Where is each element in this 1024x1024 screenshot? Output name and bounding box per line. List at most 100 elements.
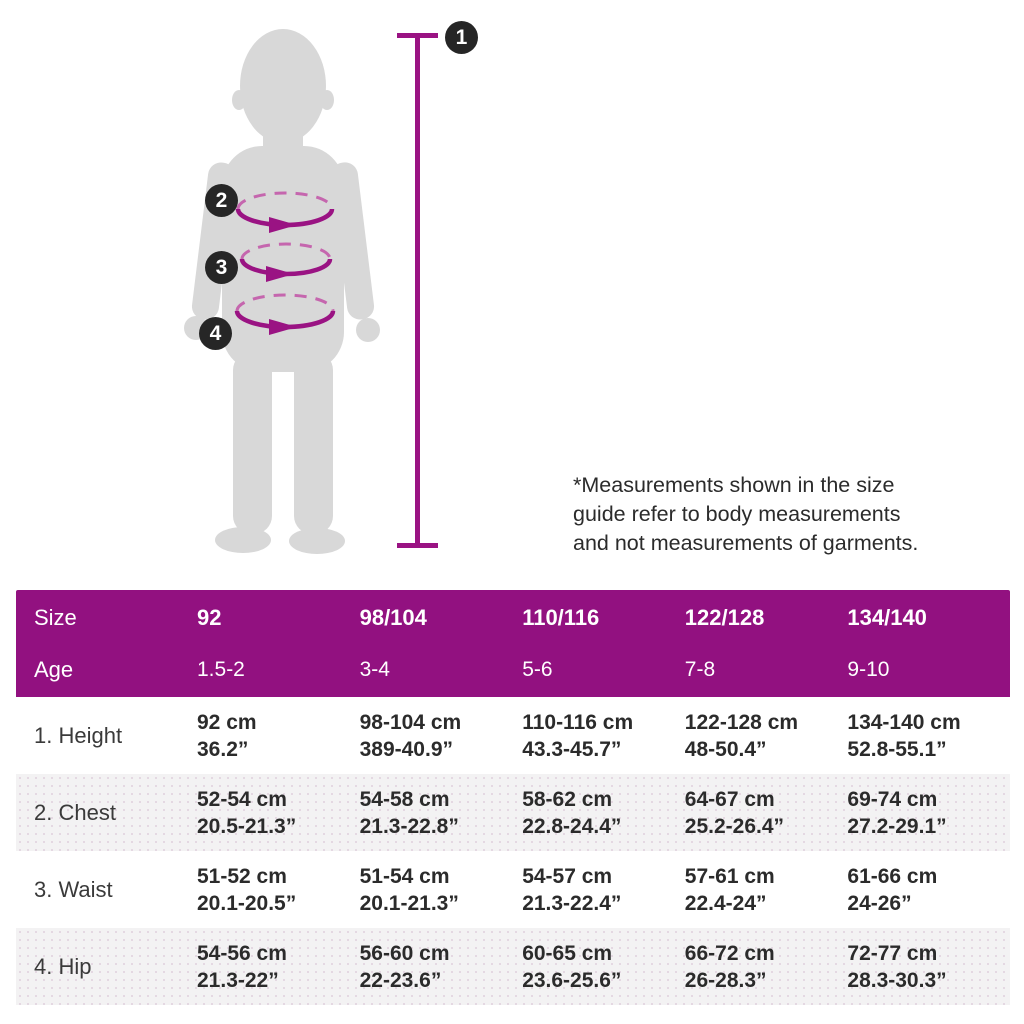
table-cell: 58-62 cm 22.8-24.4” — [522, 786, 685, 840]
value-cm: 92 cm — [197, 710, 257, 734]
table-cell: 51-52 cm 20.1-20.5” — [197, 863, 360, 917]
table-cell: 61-66 cm 24-26” — [847, 863, 1010, 917]
value-inch: 22.8-24.4” — [522, 814, 622, 838]
table-row-height: 1. Height 92 cm 36.2” 98-104 cm 389-40.9… — [16, 697, 1010, 774]
table-cell: 122-128 cm 48-50.4” — [685, 709, 848, 763]
table-cell: 64-67 cm 25.2-26.4” — [685, 786, 848, 840]
measurement-figure: 1 2 3 4 — [0, 0, 560, 580]
value-cm: 56-60 cm — [359, 941, 450, 965]
chest-measure-ellipse — [235, 191, 335, 233]
table-cell: 110-116 cm 43.3-45.7” — [522, 709, 685, 763]
table-cell: 69-74 cm 27.2-29.1” — [847, 786, 1010, 840]
value-cm: 51-54 cm — [359, 864, 450, 888]
waist-measure-ellipse — [239, 242, 333, 282]
age-column-header: 1.5-2 — [197, 658, 245, 681]
table-cell: 60-65 cm 23.6-25.6” — [522, 940, 685, 994]
size-table: Size 92 98/104 110/116 122/128 134/140 A… — [16, 590, 1010, 1005]
value-inch: 27.2-29.1” — [847, 814, 947, 838]
size-column-header: 134/140 — [847, 605, 927, 630]
value-cm: 69-74 cm — [847, 787, 938, 811]
value-inch: 23.6-25.6” — [522, 968, 622, 992]
size-header-label: Size — [34, 605, 77, 630]
value-cm: 122-128 cm — [684, 710, 799, 734]
value-inch: 43.3-45.7” — [522, 737, 622, 761]
marker-1-badge: 1 — [445, 21, 478, 54]
value-cm: 54-57 cm — [522, 864, 613, 888]
age-column-header: 7-8 — [684, 658, 716, 681]
row-label: 4. Hip — [34, 953, 92, 979]
measurement-note: *Measurements shown in the size guide re… — [573, 471, 963, 558]
value-cm: 51-52 cm — [197, 864, 287, 888]
note-line: guide refer to body measurements — [573, 502, 901, 526]
marker-2-badge: 2 — [205, 184, 238, 217]
hip-measure-ellipse — [234, 293, 336, 335]
table-cell: 72-77 cm 28.3-30.3” — [847, 940, 1010, 994]
table-cell: 54-56 cm 21.3-22” — [197, 940, 360, 994]
value-cm: 54-56 cm — [197, 941, 287, 965]
value-cm: 98-104 cm — [359, 710, 462, 734]
value-cm: 58-62 cm — [522, 787, 613, 811]
value-inch: 26-28.3” — [684, 968, 767, 992]
value-cm: 57-61 cm — [684, 864, 775, 888]
table-row-hip: 4. Hip 54-56 cm 21.3-22” 56-60 cm 22-23.… — [16, 928, 1010, 1005]
size-column-header: 92 — [197, 605, 222, 630]
table-cell: 134-140 cm 52.8-55.1” — [847, 709, 1010, 763]
value-inch: 36.2” — [197, 737, 249, 761]
value-inch: 52.8-55.1” — [847, 737, 947, 761]
table-cell: 51-54 cm 20.1-21.3” — [360, 863, 523, 917]
child-silhouette — [184, 29, 380, 554]
value-inch: 21.3-22.4” — [522, 891, 622, 915]
table-cell: 66-72 cm 26-28.3” — [685, 940, 848, 994]
value-inch: 22.4-24” — [684, 891, 767, 915]
value-inch: 24-26” — [847, 891, 912, 915]
arrow-icon — [269, 217, 297, 233]
size-table-header: Size 92 98/104 110/116 122/128 134/140 A… — [16, 590, 1010, 697]
arrow-icon — [269, 319, 297, 335]
age-column-header: 9-10 — [847, 658, 890, 681]
table-cell: 98-104 cm 389-40.9” — [360, 709, 523, 763]
value-inch: 48-50.4” — [684, 737, 767, 761]
row-label: 3. Waist — [34, 876, 113, 902]
table-row-chest: 2. Chest 52-54 cm 20.5-21.3” 54-58 cm 21… — [16, 774, 1010, 851]
value-cm: 52-54 cm — [197, 787, 287, 811]
size-column-header: 98/104 — [359, 605, 427, 630]
size-header-row: Size 92 98/104 110/116 122/128 134/140 — [16, 592, 1010, 644]
value-cm: 110-116 cm — [522, 710, 634, 734]
value-cm: 61-66 cm — [847, 864, 938, 888]
value-inch: 22-23.6” — [359, 968, 442, 992]
age-header-row: Age 1.5-2 3-4 5-6 7-8 9-10 — [16, 644, 1010, 696]
marker-3-badge: 3 — [205, 251, 238, 284]
table-cell: 54-58 cm 21.3-22.8” — [360, 786, 523, 840]
height-measure-line — [397, 33, 438, 548]
table-cell: 54-57 cm 21.3-22.4” — [522, 863, 685, 917]
child-silhouette-diagram — [184, 29, 438, 554]
value-cm: 54-58 cm — [359, 787, 450, 811]
table-cell: 56-60 cm 22-23.6” — [360, 940, 523, 994]
note-line: and not measurements of garments. — [573, 531, 919, 555]
value-cm: 66-72 cm — [684, 941, 775, 965]
value-inch: 25.2-26.4” — [684, 814, 785, 838]
value-cm: 72-77 cm — [847, 941, 938, 965]
marker-4-badge: 4 — [199, 317, 232, 350]
row-label: 1. Height — [34, 722, 123, 748]
age-column-header: 5-6 — [522, 658, 553, 681]
size-column-header: 122/128 — [684, 605, 765, 630]
value-cm: 60-65 cm — [522, 941, 613, 965]
value-inch: 28.3-30.3” — [847, 968, 947, 992]
row-label: 2. Chest — [34, 799, 116, 825]
value-inch: 20.1-21.3” — [359, 891, 459, 915]
value-inch: 21.3-22.8” — [359, 814, 459, 838]
value-cm: 64-67 cm — [684, 787, 775, 811]
arrow-icon — [266, 266, 294, 282]
table-cell: 57-61 cm 22.4-24” — [685, 863, 848, 917]
value-inch: 389-40.9” — [359, 737, 453, 761]
table-row-waist: 3. Waist 51-52 cm 20.1-20.5” 51-54 cm 20… — [16, 851, 1010, 928]
note-line: *Measurements shown in the size — [573, 473, 895, 497]
age-column-header: 3-4 — [359, 658, 390, 681]
value-inch: 21.3-22” — [197, 968, 279, 992]
value-cm: 134-140 cm — [847, 710, 961, 734]
size-column-header: 110/116 — [522, 605, 600, 630]
table-cell: 52-54 cm 20.5-21.3” — [197, 786, 360, 840]
age-header-label: Age — [34, 657, 74, 682]
